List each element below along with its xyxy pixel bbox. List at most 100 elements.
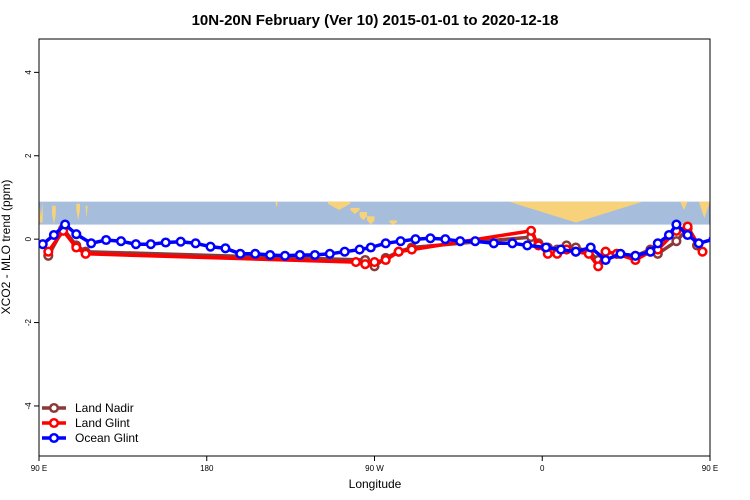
data-point-ocean-glint (339, 246, 350, 257)
data-point-land-glint (80, 248, 91, 259)
data-point-ocean-glint (39, 239, 48, 250)
land-area (389, 220, 397, 225)
y-axis: -4 -2 0 2 4 (24, 70, 39, 410)
data-point-land-glint (682, 221, 693, 232)
chart-title: 10N-20N February (Ver 10) 2015-01-01 to … (192, 12, 559, 29)
data-point-ocean-glint (600, 254, 611, 266)
legend-label: Land Glint (75, 416, 130, 430)
data-point-ocean-glint (440, 234, 451, 245)
land-area (85, 205, 88, 219)
legend-marker (48, 432, 60, 444)
land-area (327, 201, 351, 210)
data-point-land-glint (600, 246, 611, 257)
y-tick-label: 4 (24, 70, 33, 75)
data-point-land-glint (380, 254, 391, 266)
data-point-ocean-glint (309, 249, 320, 261)
legend-item-land-glint: Land Glint (42, 416, 130, 430)
data-point-ocean-glint (540, 242, 552, 253)
x-axis: 90 E 180 90 W 0 90 E (31, 456, 718, 473)
data-point-ocean-glint (682, 229, 693, 241)
data-point-ocean-glint (380, 238, 391, 249)
data-point-ocean-glint (410, 234, 421, 245)
series-line-ocean-glint (41, 222, 710, 262)
data-point-ocean-glint (693, 238, 704, 249)
data-point-ocean-glint (220, 243, 231, 254)
data-point-ocean-glint (250, 248, 261, 259)
land-area (39, 201, 43, 223)
data-point-land-glint (697, 246, 708, 257)
data-point-ocean-glint (395, 236, 406, 247)
series-layer (39, 219, 748, 272)
data-point-ocean-glint (175, 236, 186, 247)
data-point-land-glint (360, 259, 371, 270)
data-point-land-glint (406, 244, 417, 255)
data-point-ocean-glint (488, 238, 499, 249)
data-point-ocean-glint (354, 244, 365, 255)
y-tick-label: -4 (24, 402, 33, 410)
y-tick-label: 0 (24, 236, 33, 241)
data-point-ocean-glint (115, 236, 127, 247)
data-point-ocean-glint (740, 240, 748, 248)
data-point-ocean-glint (555, 244, 566, 255)
data-point-ocean-glint (324, 248, 335, 259)
world-map-band (39, 201, 710, 225)
data-point-ocean-glint (455, 236, 466, 247)
y-tick-label: 2 (24, 153, 33, 158)
data-point-land-glint (43, 246, 54, 257)
x-tick-label: 180 (200, 464, 214, 473)
data-point-ocean-glint (145, 239, 156, 250)
data-point-ocean-glint (570, 246, 581, 257)
data-point-ocean-glint (425, 233, 436, 244)
data-point-ocean-glint (48, 229, 59, 241)
legend-marker (48, 417, 60, 429)
data-point-ocean-glint (71, 229, 82, 240)
data-point-ocean-glint (265, 249, 276, 261)
land-area (350, 207, 360, 215)
land-area (52, 205, 56, 225)
data-point-ocean-glint (652, 238, 663, 249)
legend-label: Ocean Glint (75, 431, 139, 445)
land-area (508, 201, 643, 223)
x-tick-label: 0 (540, 464, 545, 473)
data-point-ocean-glint (615, 248, 626, 259)
data-point-land-glint (526, 225, 537, 236)
data-point-land-glint (71, 242, 82, 253)
data-point-ocean-glint (160, 237, 171, 248)
data-point-ocean-glint (507, 238, 518, 249)
data-point-land-nadir (671, 236, 682, 247)
land-area (359, 212, 368, 221)
data-point-ocean-glint (470, 236, 481, 247)
data-point-land-glint (350, 257, 361, 268)
land-area (367, 216, 375, 225)
x-tick-label: 90 E (31, 464, 47, 473)
data-point-ocean-glint (190, 238, 201, 249)
data-point-ocean-glint (725, 236, 733, 244)
data-point-ocean-glint (294, 249, 305, 261)
data-point-ocean-glint (671, 219, 682, 230)
x-tick-label: 90 W (365, 464, 384, 473)
legend-label: Land Nadir (75, 401, 134, 415)
data-point-ocean-glint (235, 248, 246, 259)
data-point-land-glint (369, 257, 380, 268)
data-point-ocean-glint (645, 246, 656, 257)
data-point-ocean-glint (205, 241, 216, 252)
land-area (698, 201, 710, 219)
data-point-ocean-glint (630, 250, 641, 261)
data-point-ocean-glint (101, 234, 112, 246)
data-point-land-glint (393, 246, 404, 257)
legend-item-ocean-glint: Ocean Glint (42, 431, 139, 445)
y-tick-label: -2 (24, 318, 33, 326)
legend-item-land-nadir: Land Nadir (42, 401, 134, 415)
land-area (76, 203, 81, 221)
data-point-ocean-glint (522, 240, 533, 251)
data-point-ocean-glint (708, 235, 710, 243)
data-point-ocean-glint (86, 238, 97, 249)
data-point-ocean-glint (279, 250, 291, 261)
land-area (680, 201, 688, 210)
legend-marker (48, 402, 60, 414)
land-area (275, 201, 278, 208)
data-point-ocean-glint (60, 219, 71, 230)
data-point-land-glint (593, 261, 604, 272)
